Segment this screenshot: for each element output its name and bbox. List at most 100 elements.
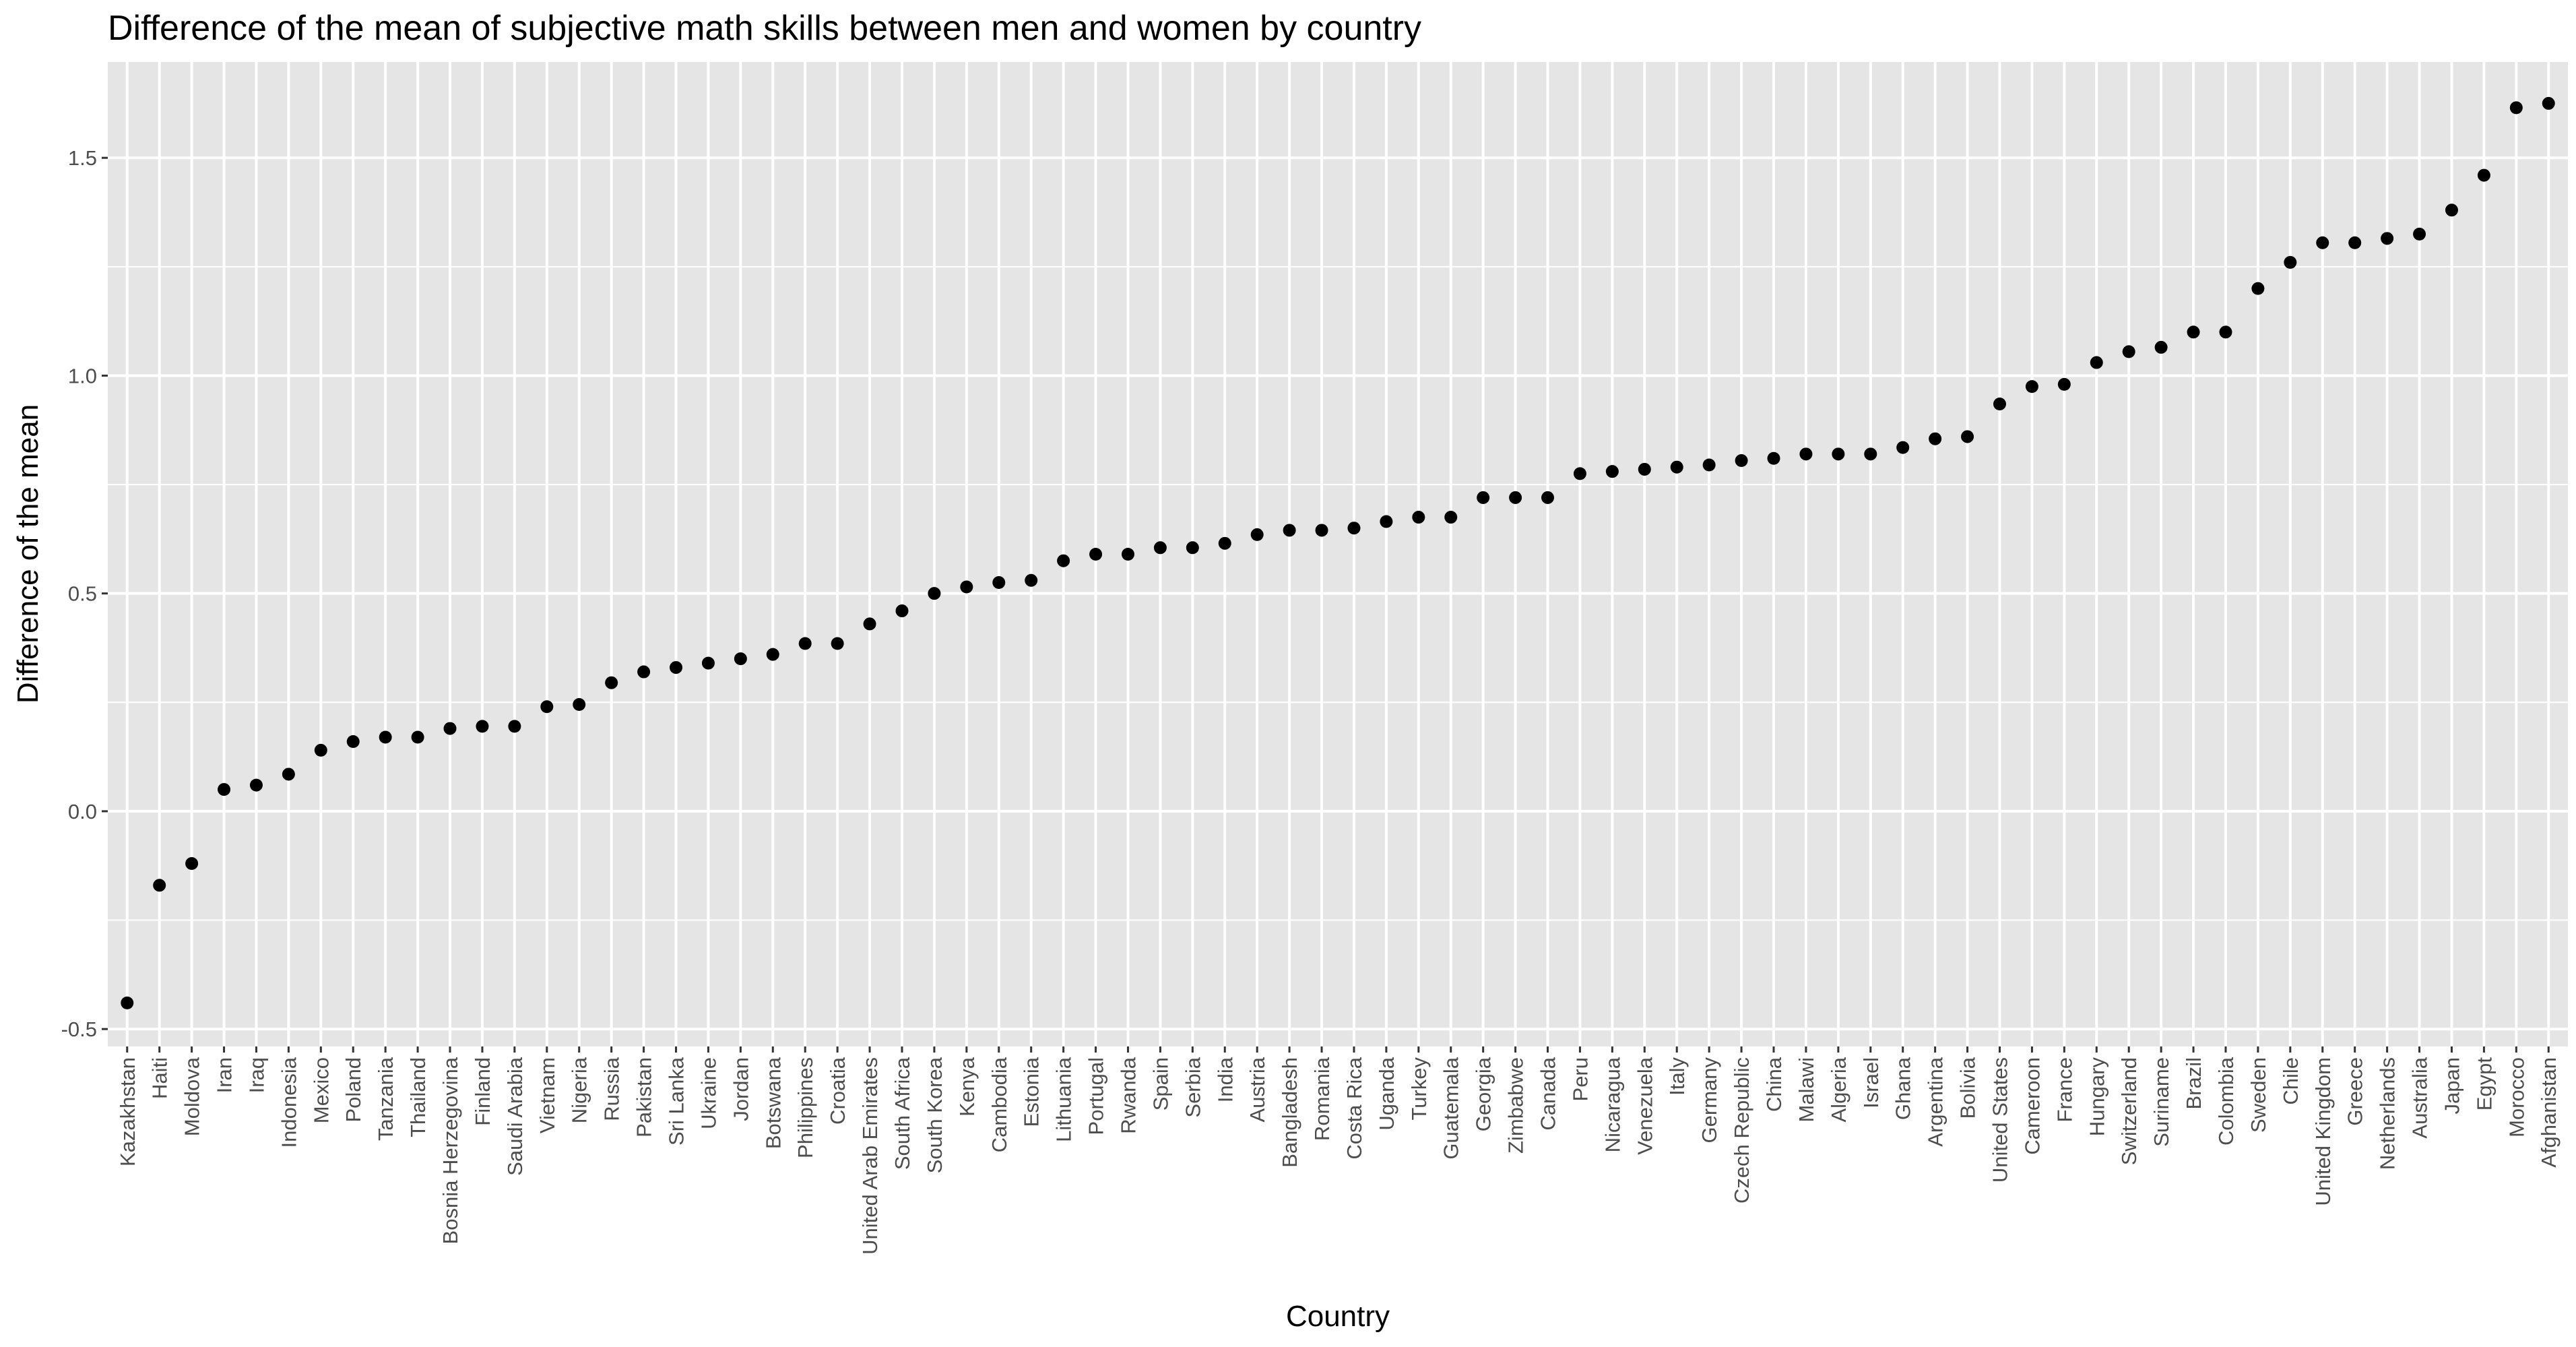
data-point — [2025, 380, 2038, 394]
x-tick-label: Canada — [1537, 1057, 1560, 1130]
x-tick-label: Netherlands — [2376, 1057, 2400, 1170]
x-tick-label: Australia — [2408, 1057, 2432, 1138]
x-tick-label: Argentina — [1924, 1057, 1947, 1146]
x-tick-label: Romania — [1310, 1057, 1334, 1141]
data-point — [2477, 168, 2490, 182]
data-point — [411, 730, 424, 744]
y-tick-label: 0.5 — [68, 582, 97, 606]
y-tick-label: -0.5 — [61, 1017, 97, 1041]
x-tick-label: Sweden — [2247, 1057, 2270, 1133]
x-tick-label: Afghanistan — [2537, 1057, 2561, 1168]
data-point — [766, 648, 779, 661]
data-point — [798, 637, 812, 650]
data-point — [863, 617, 876, 631]
data-point — [282, 768, 295, 781]
data-point — [2187, 325, 2200, 339]
x-tick-label: United Arab Emirates — [858, 1057, 882, 1255]
data-point — [2542, 96, 2555, 110]
data-point — [2348, 236, 2362, 249]
data-point — [670, 661, 683, 675]
x-tick-label: Austria — [1246, 1057, 1269, 1122]
data-point — [314, 743, 327, 757]
data-point — [2219, 325, 2232, 339]
x-tick-label: Moldova — [181, 1057, 204, 1136]
data-point — [1153, 541, 1167, 555]
x-tick-label: Spain — [1149, 1057, 1172, 1110]
data-point — [346, 734, 360, 748]
x-tick-label: Bolivia — [1956, 1057, 1980, 1119]
x-tick-label: United States — [1988, 1057, 2011, 1183]
x-axis-title: Country — [1286, 1300, 1390, 1333]
data-point — [1961, 430, 1974, 443]
data-point — [1444, 511, 1458, 524]
data-point — [2057, 377, 2071, 391]
data-point — [1477, 491, 1490, 504]
x-tick-label: Kenya — [955, 1057, 979, 1117]
plot-panel — [108, 62, 2568, 1046]
data-point — [1767, 451, 1780, 465]
data-point — [1864, 447, 1877, 461]
x-tick-label: Guatemala — [1440, 1057, 1463, 1159]
data-point — [379, 730, 392, 744]
x-tick-label: Germany — [1698, 1057, 1721, 1144]
x-tick-label: Haiti — [148, 1057, 172, 1099]
x-tick-label: Suriname — [2150, 1057, 2173, 1147]
data-point — [605, 676, 618, 689]
x-tick-label: Iraq — [245, 1057, 268, 1093]
data-point — [1218, 536, 1231, 550]
x-tick-label: Peru — [1568, 1057, 1592, 1101]
data-point — [1250, 528, 1264, 541]
x-tick-label: Rwanda — [1116, 1057, 1140, 1133]
x-tick-label: Portugal — [1085, 1057, 1108, 1135]
x-tick-label: Switzerland — [2117, 1057, 2141, 1165]
x-tick-label: Ghana — [1892, 1057, 1915, 1120]
grid-minor — [108, 265, 2568, 921]
x-tick-label: Georgia — [1472, 1057, 1495, 1131]
data-point — [701, 656, 715, 670]
x-tick-label: Jordan — [729, 1057, 752, 1121]
data-point — [1380, 515, 1393, 528]
x-tick-label: United Kingdom — [2311, 1057, 2335, 1206]
x-tick-label: Zimbabwe — [1504, 1057, 1528, 1154]
data-point — [1896, 441, 1910, 454]
data-point — [1315, 524, 1328, 537]
x-tick-label: Colombia — [2214, 1057, 2238, 1146]
x-tick-label: Malawi — [1795, 1057, 1818, 1122]
x-tick-label: Czech Republic — [1730, 1057, 1753, 1203]
x-tick-label: Philippines — [794, 1057, 817, 1158]
x-tick-label: Bangladesh — [1278, 1057, 1301, 1168]
data-point — [1573, 467, 1586, 480]
data-point — [1638, 462, 1651, 476]
data-point — [928, 587, 941, 600]
x-tick-label: Venezuela — [1633, 1057, 1656, 1155]
data-point — [2122, 345, 2135, 358]
data-point — [2316, 236, 2329, 249]
x-tick-label: Bosnia Herzegovina — [439, 1057, 462, 1244]
data-point — [1832, 447, 1845, 461]
data-point — [1025, 573, 1038, 587]
x-tick-label: Sri Lanka — [665, 1057, 688, 1146]
data-point — [1283, 524, 1296, 537]
x-tick-label: Serbia — [1181, 1057, 1204, 1117]
x-tick-label: Japan — [2440, 1057, 2464, 1114]
data-point — [153, 879, 166, 892]
data-point — [734, 652, 747, 666]
x-tick-label: Costa Rica — [1343, 1057, 1366, 1159]
data-points — [121, 96, 2555, 1009]
x-tick-label: Turkey — [1407, 1057, 1431, 1121]
data-point — [2090, 356, 2103, 369]
chart-title: Difference of the mean of subjective mat… — [108, 9, 1422, 48]
data-point — [637, 665, 651, 679]
x-tick-label: Botswana — [761, 1057, 785, 1149]
x-tick-label: Italy — [1665, 1057, 1689, 1096]
x-tick-label: Poland — [342, 1057, 365, 1123]
data-point — [1089, 548, 1103, 561]
x-tick-label: Egypt — [2472, 1057, 2496, 1111]
data-point — [2445, 203, 2458, 217]
x-tick-label: South Korea — [923, 1057, 946, 1173]
x-tick-label: Nicaragua — [1601, 1057, 1624, 1152]
y-tick-label: 0.0 — [68, 800, 97, 823]
x-tick-label: Croatia — [826, 1057, 849, 1125]
data-point — [1605, 465, 1619, 478]
